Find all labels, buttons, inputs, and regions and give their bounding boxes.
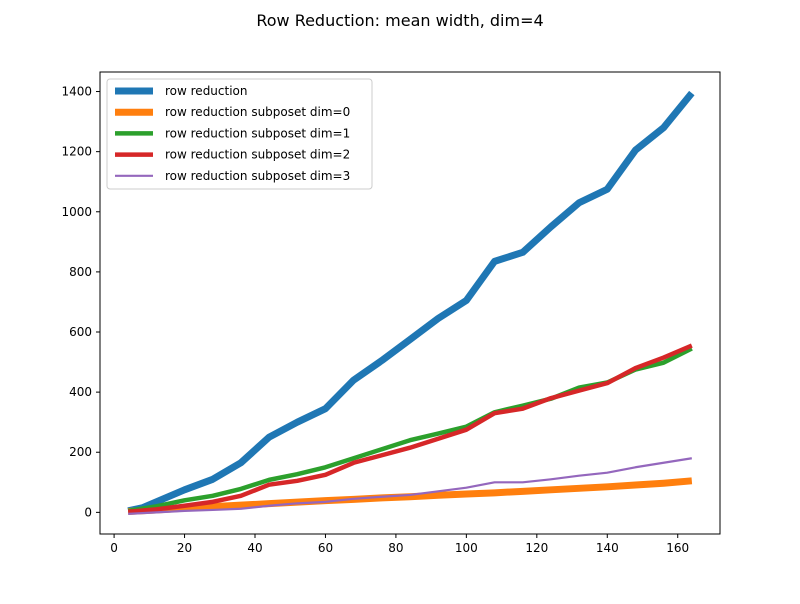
legend-label: row reduction subposet dim=2: [165, 148, 350, 162]
legend-label: row reduction: [165, 84, 248, 98]
legend: row reduction row reduction subposet dim=…: [106, 78, 373, 190]
y-tick-label: 600: [69, 325, 92, 339]
x-tick-label: 0: [110, 541, 118, 555]
legend-label: row reduction subposet dim=1: [165, 126, 350, 140]
x-tick-label: 120: [525, 541, 548, 555]
legend-label: row reduction subposet dim=3: [165, 169, 350, 183]
x-tick-label: 60: [318, 541, 333, 555]
x-tick-label: 20: [177, 541, 192, 555]
series-line-1: [127, 477, 693, 515]
series-line-0: [127, 90, 695, 515]
y-tick-label: 1400: [61, 85, 92, 99]
series-line-4: [128, 457, 692, 515]
y-tick-label: 1000: [61, 205, 92, 219]
legend-box: [106, 78, 373, 190]
x-tick-label: 80: [388, 541, 403, 555]
x-tick-label: 40: [247, 541, 262, 555]
plot-area: 0 20 40 60 80 100 120 140 160 0 200 400 600 800 1000 12…: [61, 71, 721, 555]
x-tick-label: 100: [455, 541, 478, 555]
x-tick-label: 160: [666, 541, 689, 555]
y-tick-label: 400: [69, 385, 92, 399]
y-tick-label: 0: [84, 505, 92, 519]
axes-frame: [99, 71, 721, 535]
series-line-3: [127, 343, 693, 515]
chart-title: Row Reduction: mean width, dim=4: [256, 11, 543, 30]
legend-label: row reduction subposet dim=0: [165, 105, 350, 119]
y-tick-label: 1200: [61, 145, 92, 159]
y-tick-label: 200: [69, 445, 92, 459]
y-tick-label: 800: [69, 265, 92, 279]
x-tick-label: 140: [596, 541, 619, 555]
